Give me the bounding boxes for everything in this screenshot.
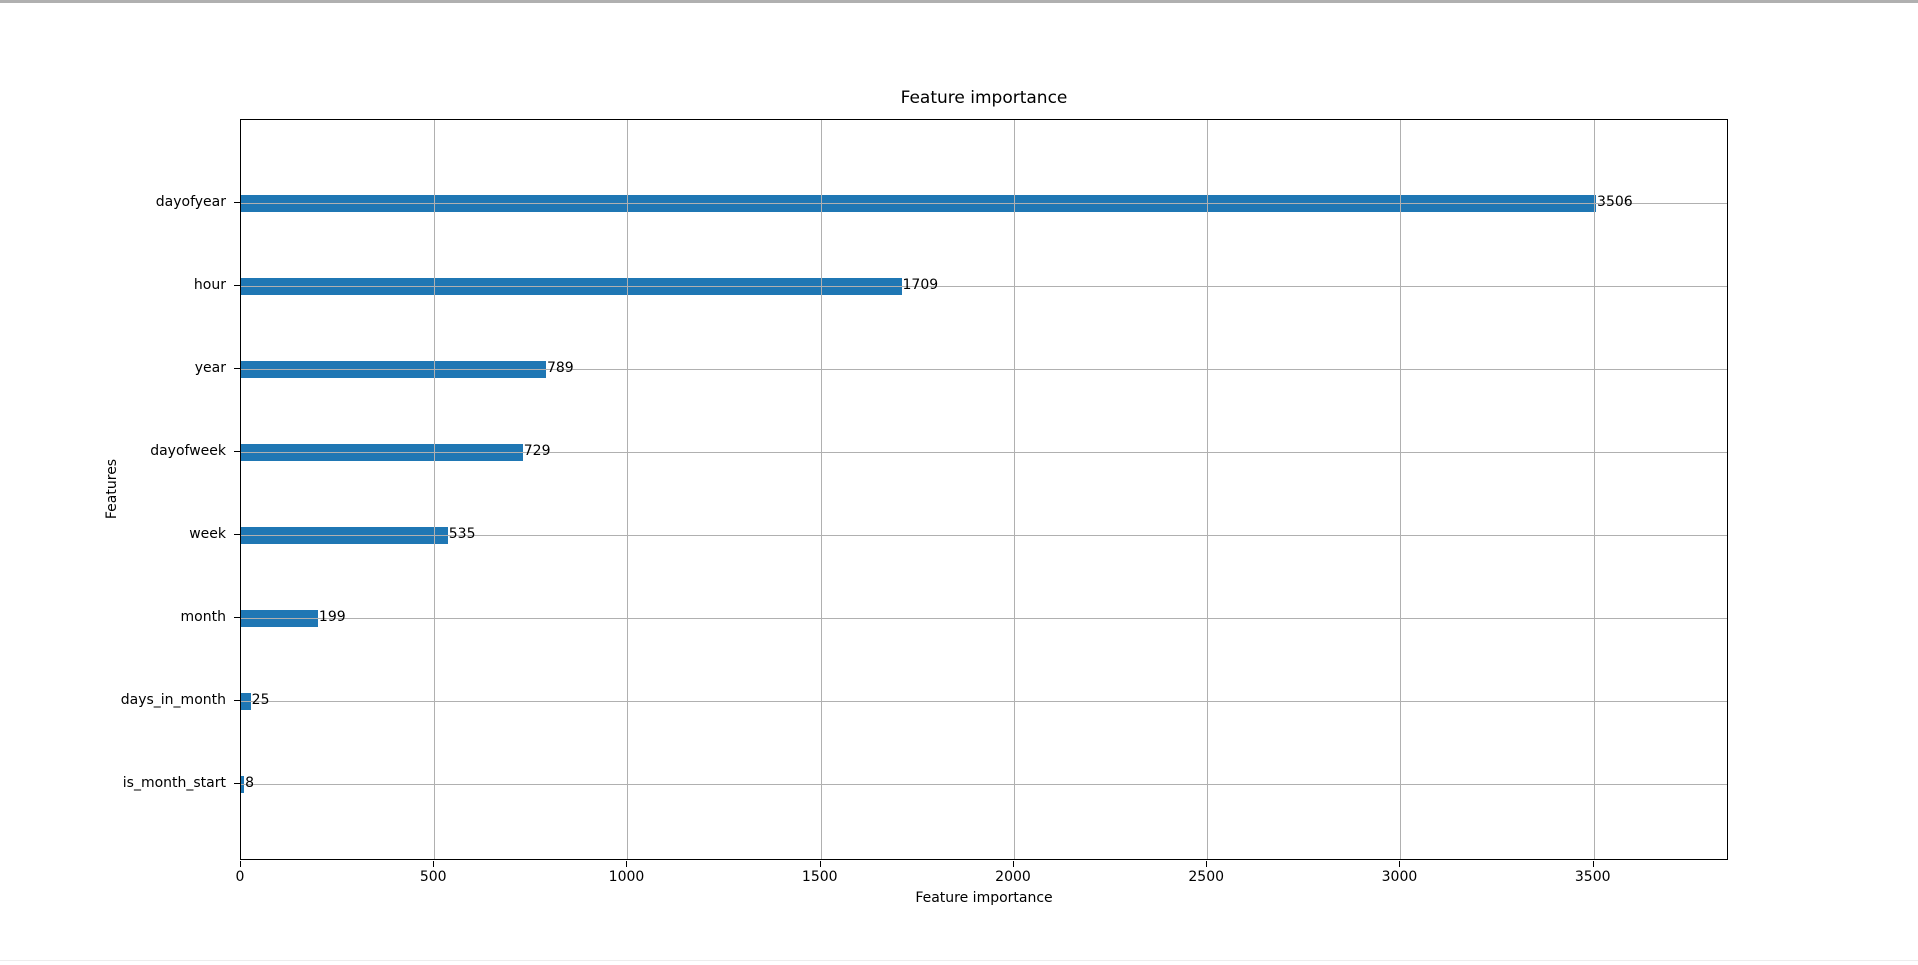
y-tick-label: dayofyear bbox=[155, 194, 226, 210]
bar-value-label: 8 bbox=[245, 775, 254, 791]
y-tick-label: dayofweek bbox=[150, 443, 226, 459]
x-gridline bbox=[820, 120, 822, 859]
y-gridline bbox=[241, 452, 1727, 453]
x-gridline bbox=[434, 120, 436, 859]
page-bottom-divider bbox=[0, 960, 1918, 961]
y-gridline bbox=[241, 701, 1727, 702]
y-tick-mark bbox=[234, 285, 240, 286]
y-gridline bbox=[241, 535, 1727, 536]
x-gridline bbox=[627, 120, 629, 859]
y-gridline bbox=[241, 369, 1727, 370]
x-tick-label: 1000 bbox=[608, 869, 645, 885]
x-tick-mark bbox=[1206, 861, 1208, 867]
x-tick-mark bbox=[1592, 861, 1594, 867]
y-tick-label: days_in_month bbox=[120, 692, 226, 708]
y-tick-mark bbox=[234, 451, 240, 452]
x-gridline bbox=[1207, 120, 1209, 859]
bar-value-label: 199 bbox=[318, 609, 346, 625]
y-tick-mark bbox=[234, 368, 240, 369]
y-gridline bbox=[241, 618, 1727, 619]
x-tick-label: 3000 bbox=[1381, 869, 1418, 885]
y-tick-mark bbox=[234, 534, 240, 535]
y-axis-label: Features bbox=[104, 458, 120, 520]
plot-area bbox=[240, 119, 1728, 860]
x-tick-label: 0 bbox=[235, 869, 245, 885]
y-gridline bbox=[241, 286, 1727, 287]
y-gridline bbox=[241, 784, 1727, 785]
x-tick-mark bbox=[433, 861, 435, 867]
chart-title: Feature importance bbox=[900, 88, 1068, 108]
x-axis-label: Feature importance bbox=[915, 890, 1053, 906]
y-tick-label: hour bbox=[193, 277, 226, 293]
y-tick-label: is_month_start bbox=[122, 775, 226, 791]
x-tick-mark bbox=[626, 861, 628, 867]
x-gridline bbox=[1013, 120, 1015, 859]
x-tick-label: 500 bbox=[419, 869, 447, 885]
x-gridline bbox=[1400, 120, 1402, 859]
x-tick-label: 2000 bbox=[995, 869, 1031, 885]
bar-value-label: 3506 bbox=[1597, 194, 1633, 210]
y-tick-label: month bbox=[180, 609, 226, 625]
y-tick-mark bbox=[234, 783, 240, 784]
bar-value-label: 1709 bbox=[902, 277, 939, 293]
x-tick-label: 1500 bbox=[801, 869, 838, 885]
y-tick-mark bbox=[234, 700, 240, 701]
x-tick-label: 3500 bbox=[1574, 869, 1611, 885]
bar-value-label: 789 bbox=[546, 360, 574, 376]
y-tick-label: year bbox=[194, 360, 226, 376]
y-tick-mark bbox=[234, 617, 240, 618]
x-tick-label: 2500 bbox=[1188, 869, 1225, 885]
y-tick-mark bbox=[234, 202, 240, 203]
x-tick-mark bbox=[1399, 861, 1401, 867]
x-tick-mark bbox=[819, 861, 821, 867]
y-gridline bbox=[241, 203, 1727, 204]
x-tick-mark bbox=[240, 861, 241, 867]
bar-value-label: 729 bbox=[523, 443, 551, 459]
x-tick-mark bbox=[1012, 861, 1014, 867]
y-tick-label: week bbox=[189, 526, 226, 542]
bar-value-label: 535 bbox=[448, 526, 476, 542]
bar-value-label: 25 bbox=[251, 692, 270, 708]
x-gridline bbox=[1593, 120, 1595, 859]
